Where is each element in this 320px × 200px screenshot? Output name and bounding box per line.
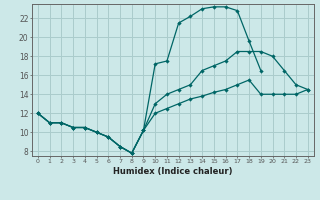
X-axis label: Humidex (Indice chaleur): Humidex (Indice chaleur) [113,167,233,176]
